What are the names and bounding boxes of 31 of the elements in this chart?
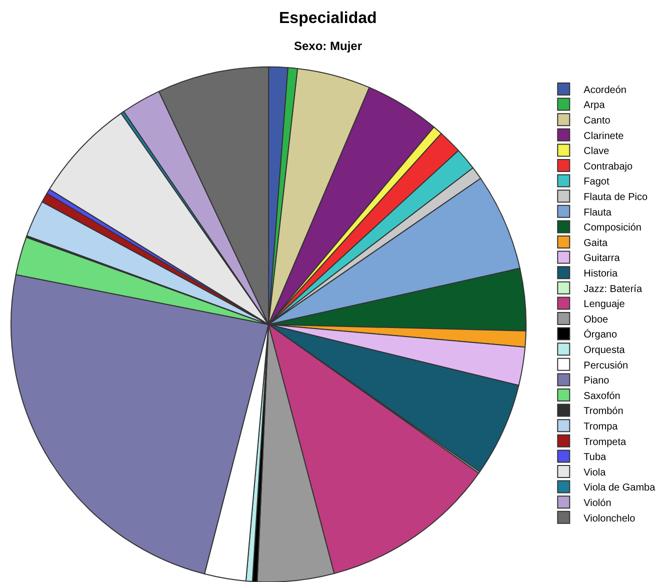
legend-label: Violonchelo	[584, 513, 636, 524]
legend-label: Trombón	[584, 406, 624, 418]
legend-label: Clarinete	[584, 130, 624, 142]
legend-label: Saxofón	[584, 390, 620, 402]
legend-label: Órgano	[584, 328, 618, 341]
legend-label: Trompa	[584, 422, 618, 432]
legend-label: Flauta de Pico	[584, 192, 648, 203]
legend-label: Percusión	[584, 360, 628, 372]
legend-label: Composición	[584, 222, 642, 234]
chart-subtitle: Sexo: Mujer	[294, 39, 362, 53]
legend-label: Lenguaje	[584, 299, 626, 310]
legend-label: Flauta	[584, 207, 612, 218]
legend-label: Orquesta	[584, 345, 626, 356]
legend-label: Canto	[584, 116, 611, 126]
legend-label: Tuba	[584, 452, 607, 464]
legend-label: Fagot	[584, 176, 610, 188]
legend-label: Oboe	[584, 314, 609, 326]
legend-label: Acordeón	[584, 84, 626, 96]
legend-label: Viola de Gamba	[584, 482, 656, 494]
legend-label: Arpa	[584, 100, 606, 112]
legend-label: Clave	[584, 146, 610, 158]
legend-label: Jazz: Batería	[584, 284, 642, 295]
chart-title: Especialidad	[279, 10, 377, 27]
legend-label: Violón	[584, 498, 612, 509]
legend-label: Trompeta	[584, 436, 627, 448]
legend-label: Historia	[584, 268, 618, 280]
legend-label: Piano	[584, 376, 610, 387]
legend-label: Contrabajo	[584, 161, 634, 172]
legend-label: Viola	[584, 467, 606, 478]
legend-label: Guitarra	[584, 253, 620, 264]
legend-label: Gaita	[584, 238, 608, 249]
